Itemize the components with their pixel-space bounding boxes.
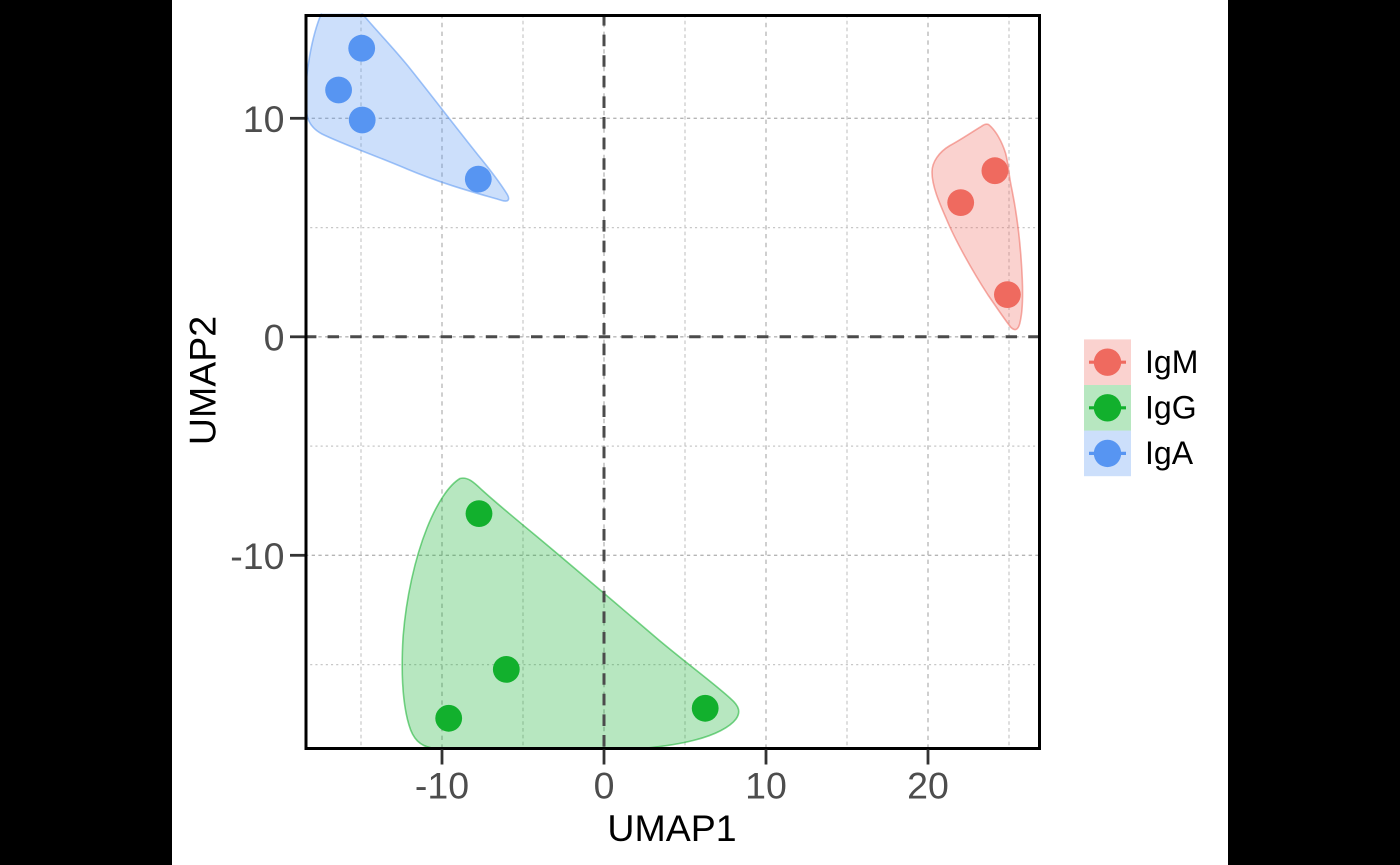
svg-text:10: 10	[745, 765, 787, 807]
svg-text:UMAP2: UMAP2	[182, 316, 224, 445]
svg-text:20: 20	[907, 765, 949, 807]
svg-text:0: 0	[594, 765, 615, 807]
svg-text:10: 10	[243, 98, 285, 140]
svg-text:0: 0	[264, 317, 285, 359]
svg-text:IgG: IgG	[1145, 390, 1197, 426]
svg-text:UMAP1: UMAP1	[607, 807, 736, 849]
svg-text:IgA: IgA	[1145, 435, 1194, 471]
svg-text:-10: -10	[415, 765, 469, 807]
svg-text:-10: -10	[230, 535, 284, 577]
svg-text:IgM: IgM	[1145, 344, 1198, 380]
